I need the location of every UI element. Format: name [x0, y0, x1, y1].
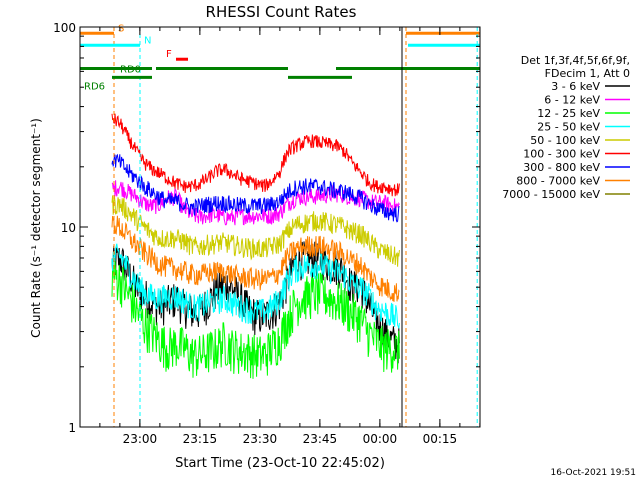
- x-tick-label-1: 23:00: [123, 432, 158, 446]
- flag-label-rd6: RD6: [84, 81, 105, 92]
- y-tick-label-1: 1: [68, 421, 76, 435]
- legend-label-2: 6 - 12 keV: [544, 94, 600, 107]
- y-axis-label: Count Rate (s⁻¹ detector segment⁻¹): [29, 118, 43, 338]
- legend-label-8: 800 - 7000 keV: [516, 175, 600, 188]
- plot-area: S N F RD0 RD6: [80, 23, 480, 427]
- series-line-2: [111, 180, 400, 226]
- legend: Det 1f,3f,4f,5f,6f,9f,FDecim 1, Att 03 -…: [502, 54, 630, 201]
- legend-label-9: 7000 - 15000 keV: [502, 188, 600, 201]
- flag-label-s: S: [118, 23, 124, 34]
- x-axis-label: Start Time (23-Oct-10 22:45:02): [175, 456, 385, 471]
- legend-label-6: 100 - 300 keV: [523, 148, 600, 161]
- series-line-5: [111, 195, 400, 267]
- series-line-3: [111, 259, 400, 379]
- legend-label-4: 25 - 50 keV: [537, 121, 600, 134]
- legend-header-2: FDecim 1, Att 0: [545, 67, 630, 80]
- legend-label-5: 50 - 100 keV: [530, 134, 600, 147]
- series-line-6: [111, 113, 400, 197]
- flag-label-n: N: [144, 35, 151, 46]
- timestamp: 16-Oct-2021 19:51: [551, 468, 636, 478]
- series-line-4: [111, 243, 400, 329]
- axes: 23:00 23:15 23:30 23:45 00:00 00:15 1 10 100: [53, 21, 481, 446]
- y-tick-label-2: 10: [61, 221, 76, 235]
- x-tick-label-2: 23:15: [183, 432, 218, 446]
- series-line-1: [111, 241, 400, 364]
- x-tick-label-4: 23:45: [303, 432, 338, 446]
- series-line-8: [111, 215, 400, 302]
- series-line-7: [111, 153, 400, 223]
- x-tick-label-5: 00:00: [363, 432, 398, 446]
- legend-header-1: Det 1f,3f,4f,5f,6f,9f,: [521, 54, 630, 67]
- y-tick-label-3: 100: [53, 21, 76, 35]
- flag-label-f: F: [166, 49, 172, 60]
- x-tick-label-3: 23:30: [243, 432, 278, 446]
- chart-title: RHESSI Count Rates: [206, 3, 357, 21]
- x-tick-label-6: 00:15: [423, 432, 458, 446]
- legend-label-3: 12 - 25 keV: [537, 107, 600, 120]
- legend-label-7: 300 - 800 keV: [523, 161, 600, 174]
- legend-label-1: 3 - 6 keV: [551, 80, 600, 93]
- flag-label-rd0: RD0: [120, 65, 141, 76]
